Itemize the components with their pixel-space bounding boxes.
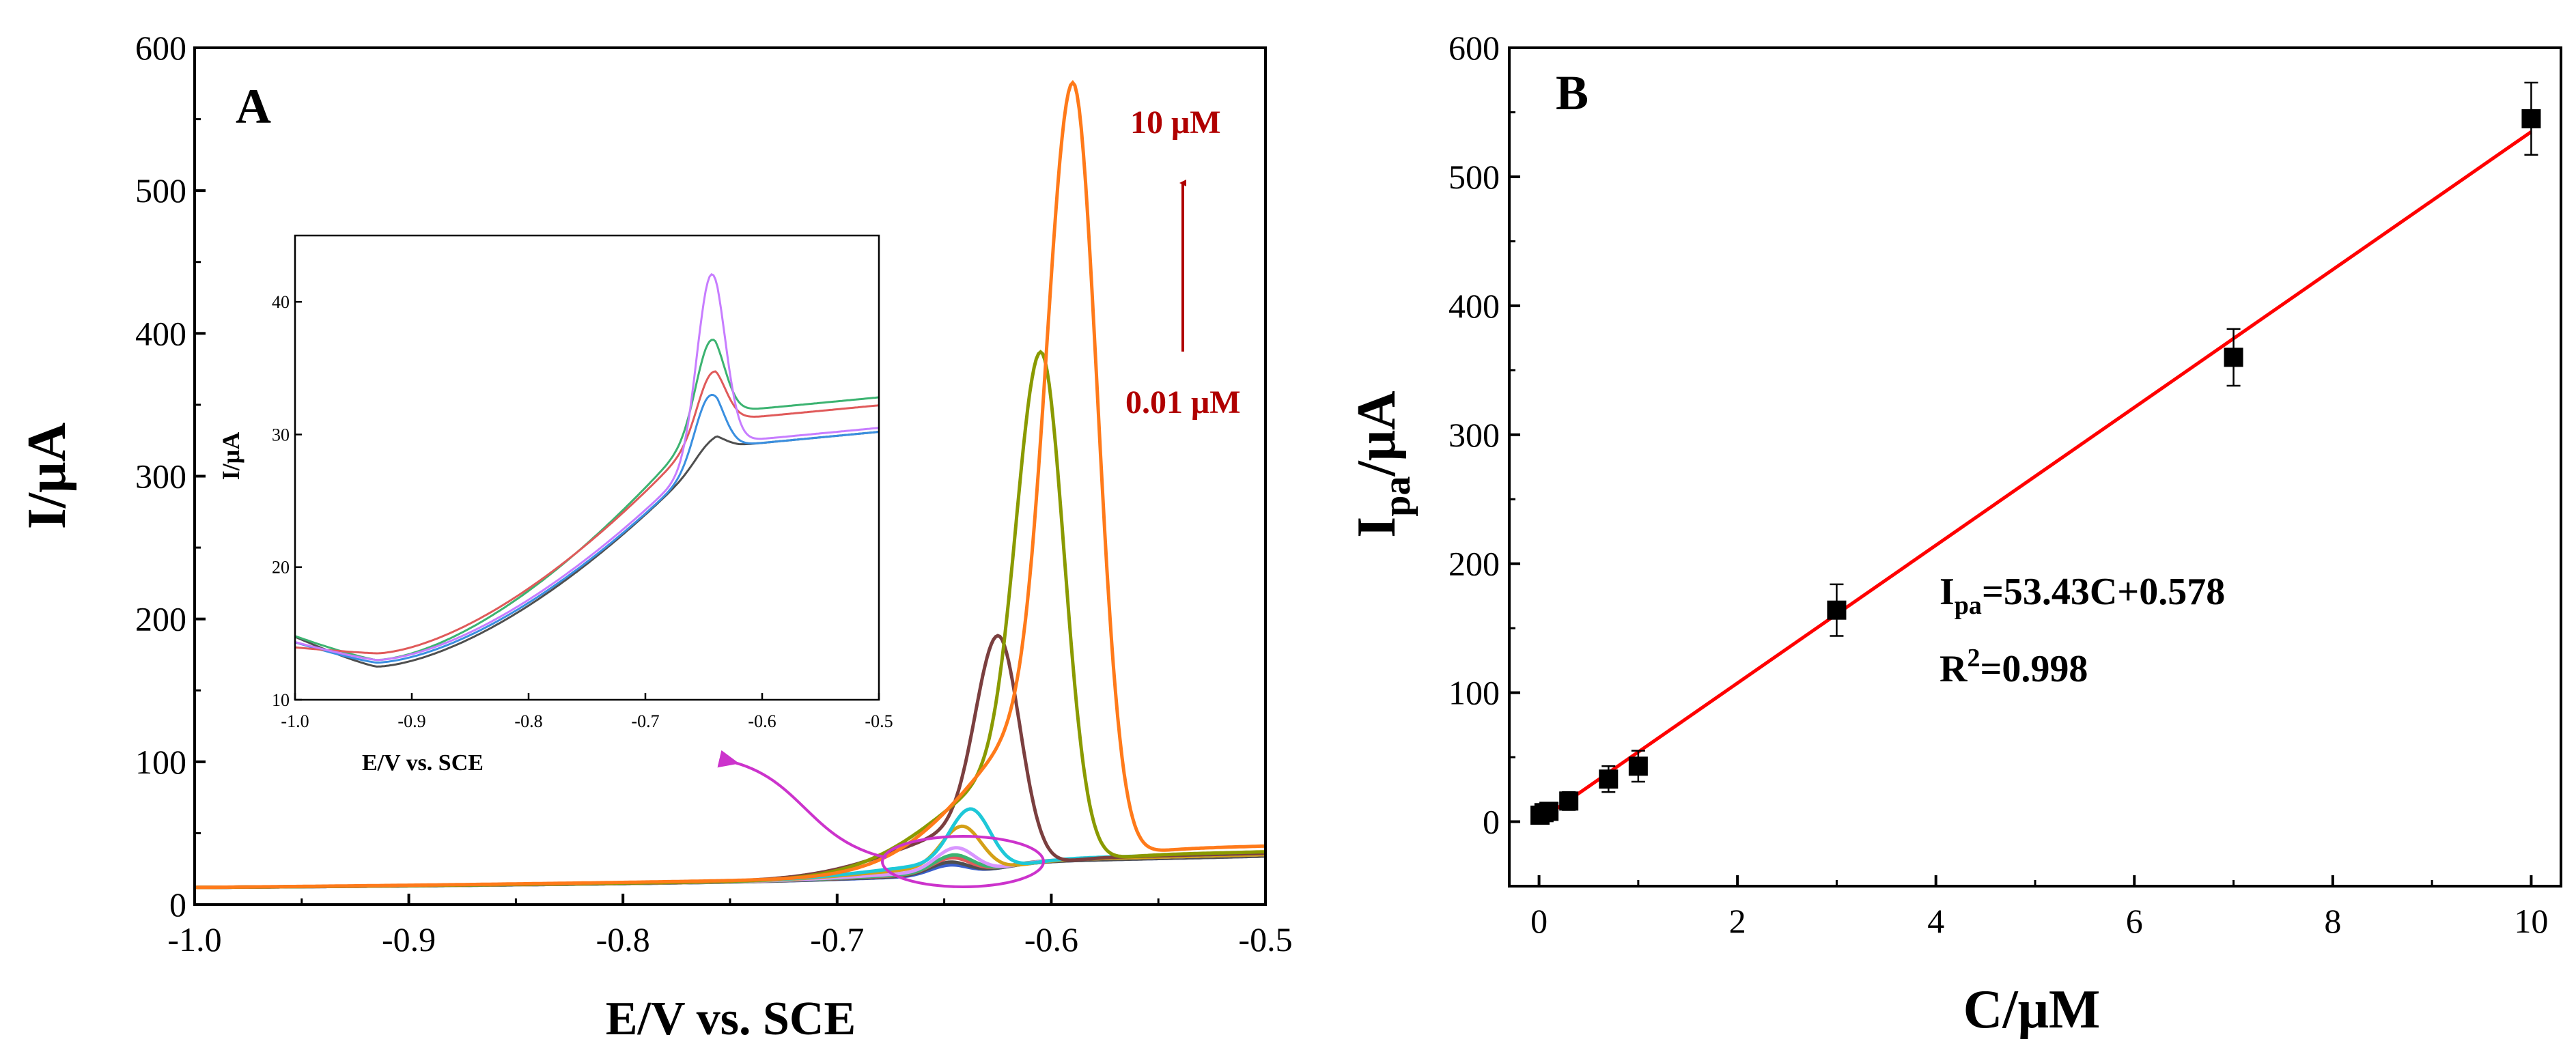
data-point — [1827, 600, 1847, 620]
fit-equation-main: I — [1940, 571, 1955, 613]
panel-b-ylabel-main: I — [1347, 517, 1407, 538]
r2-rest: =0.998 — [1980, 648, 2088, 690]
panel-b-ylabel-sub: pa — [1376, 477, 1418, 517]
panel-a: -1.0 -0.9 -0.8 -0.7 -0.6 -0.5 0 100 200 300 400 500… — [17, 29, 1293, 1045]
panel-a-xtick-label: -0.5 — [1238, 920, 1292, 959]
inset-xtick-label: -0.8 — [514, 711, 542, 731]
panel-b-frame — [1508, 46, 2562, 888]
panel-b-ytick-label: 300 — [1448, 416, 1500, 454]
panel-a-series-c10 — [195, 80, 1266, 890]
panel-b-ytick-label: 600 — [1448, 29, 1500, 67]
panel-b-ytick-label: 0 — [1483, 803, 1500, 841]
inset-ylabel: I/μA — [217, 432, 244, 480]
fit-equation: Ipa=53.43C+0.578 — [1940, 571, 2225, 620]
data-point — [1559, 791, 1579, 811]
panel-a-curves — [195, 80, 1266, 890]
data-point — [1539, 801, 1559, 821]
panel-a-xtick-label: -0.7 — [810, 920, 864, 959]
panel-a-xtick-label: -0.9 — [382, 920, 436, 959]
inset-series-i5 — [294, 272, 880, 662]
panel-b-ytick-label: 200 — [1448, 545, 1500, 583]
annotation-10um: 10 μM — [1130, 104, 1221, 141]
panel-b-xtick-label: 4 — [1927, 902, 1944, 940]
panel-a-ytick-label: 100 — [135, 743, 186, 781]
panel-b-marks — [1530, 81, 2541, 825]
annotation-001um: 0.01 μM — [1125, 384, 1241, 421]
inset-series-i4 — [294, 370, 880, 655]
inset-frame — [294, 234, 880, 701]
panel-a-ytick-label: 300 — [135, 457, 186, 496]
inset-xtick-label: -0.5 — [865, 711, 893, 731]
fit-r-squared: R2=0.998 — [1940, 644, 2088, 690]
panel-a-ytick-label: 0 — [169, 885, 186, 924]
panel-a-ytick-label: 200 — [135, 600, 186, 638]
data-point — [1628, 756, 1648, 776]
panel-b-xtick-label: 10 — [2514, 902, 2548, 940]
panel-b-ytick-label: 500 — [1448, 158, 1500, 196]
panel-a-label: A — [236, 79, 271, 134]
inset-ytick-label: 30 — [272, 425, 290, 444]
inset-background — [290, 232, 882, 700]
inset-curves — [294, 272, 880, 668]
panel-b-xtick-label: 0 — [1530, 902, 1548, 940]
panel-a-ylabel: I/μA — [17, 423, 77, 530]
panel-b-xlabel: C/μM — [1963, 980, 2101, 1040]
panel-b-ylabel-rest: /μA — [1347, 391, 1407, 477]
inset-ytick-label: 40 — [272, 292, 290, 312]
inset-xtick-label: -0.9 — [397, 711, 425, 731]
panel-a-xtick-label: -0.6 — [1024, 920, 1078, 959]
panel-b-label: B — [1556, 66, 1588, 120]
panel-b-ylabel: Ipa/μA — [1347, 391, 1418, 538]
fit-line — [1538, 130, 2532, 823]
data-point — [1599, 769, 1619, 789]
fit-equation-sub: pa — [1955, 591, 1982, 620]
data-point — [2521, 109, 2541, 128]
data-point — [2224, 347, 2243, 367]
inset-ytick-label: 20 — [272, 558, 290, 578]
panel-b-xtick-label: 8 — [2324, 902, 2341, 940]
panel-a-ticks: -1.0 -0.9 -0.8 -0.7 -0.6 -0.5 0 100 200 300 400 500… — [135, 29, 1293, 959]
inset-series-i2 — [294, 393, 880, 664]
inset-xtick-label: -1.0 — [281, 711, 309, 731]
panel-b-ytick-label: 400 — [1448, 287, 1500, 325]
panel-a-ytick-label: 500 — [135, 171, 186, 210]
panel-a-xtick-label: -1.0 — [167, 920, 221, 959]
r2-main: R — [1940, 648, 1968, 690]
inset-chart: -1.0 -0.9 -0.8 -0.7 -0.6 -0.5 10 20 30 40 E/V vs.… — [217, 232, 893, 776]
panel-b-xtick-label: 2 — [1729, 902, 1746, 940]
r2-sup: 2 — [1967, 644, 1980, 672]
inset-xtick-label: -0.6 — [748, 711, 776, 731]
panel-a-xtick-label: -0.8 — [596, 920, 650, 959]
zoom-ellipse — [881, 835, 1045, 888]
inset-xtick-label: -0.7 — [631, 711, 659, 731]
panel-a-xlabel: E/V vs. SCE — [606, 993, 856, 1045]
inset-ticks: -1.0 -0.9 -0.8 -0.7 -0.6 -0.5 10 20 30 40 — [272, 292, 893, 731]
inset-ytick-label: 10 — [272, 690, 290, 710]
zoom-arrow — [717, 750, 887, 859]
panel-b-xtick-label: 6 — [2126, 902, 2143, 940]
panel-a-ytick-label: 600 — [135, 29, 186, 67]
inset-xlabel: E/V vs. SCE — [362, 750, 484, 776]
fit-equation-rest: =53.43C+0.578 — [1982, 571, 2225, 613]
panel-b-ytick-label: 100 — [1448, 674, 1500, 712]
panel-a-ytick-label: 400 — [135, 314, 186, 352]
